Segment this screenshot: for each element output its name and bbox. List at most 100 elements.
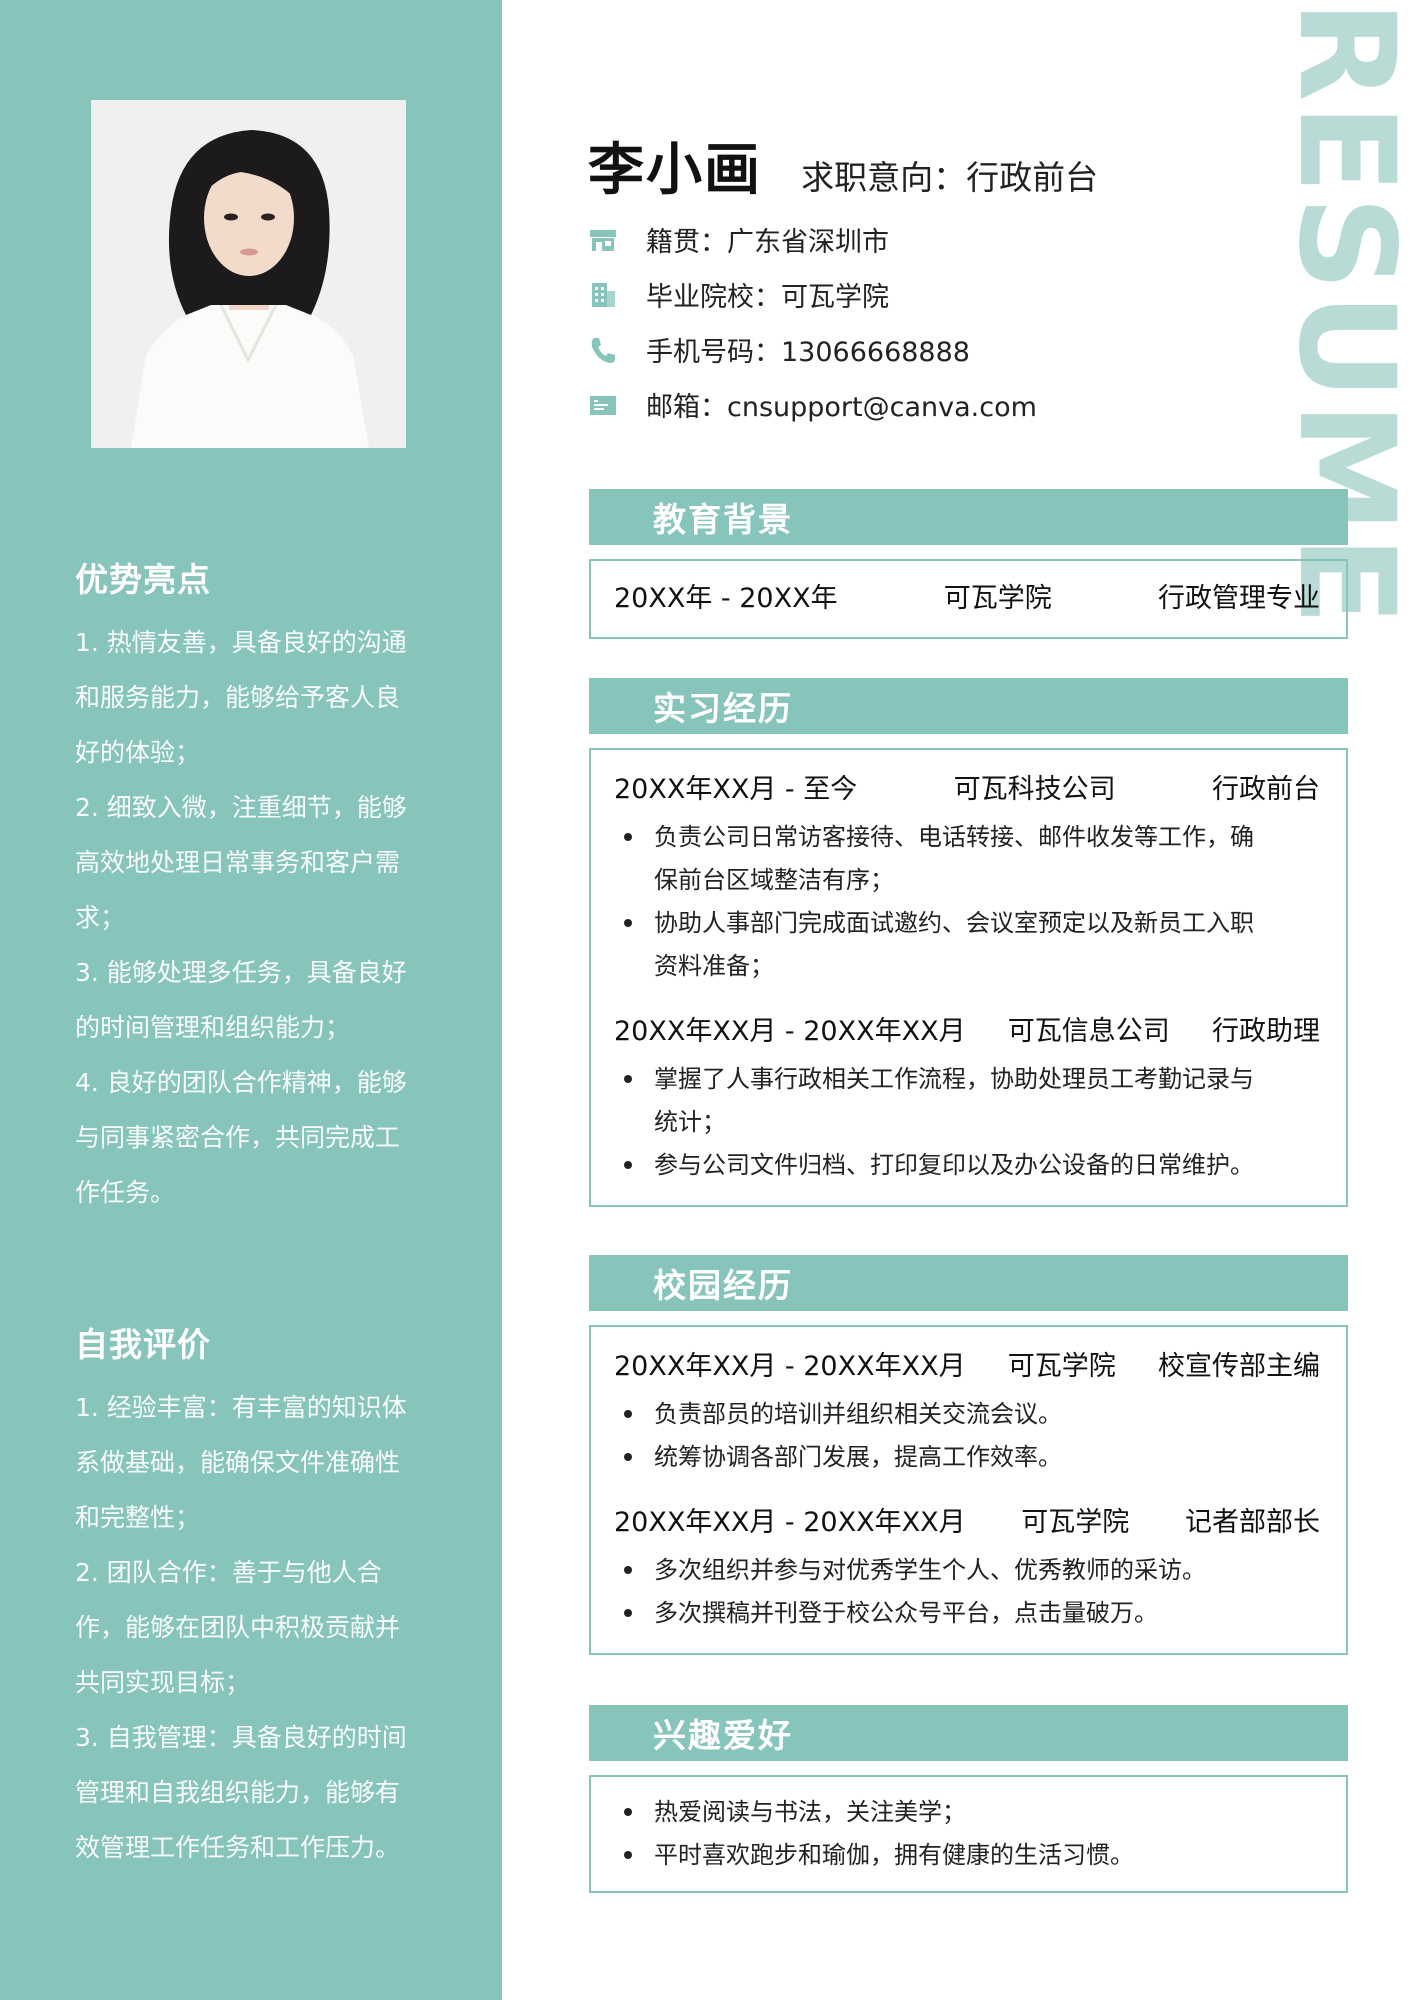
bullet-item: 多次组织并参与对优秀学生个人、优秀教师的采访。 (614, 1549, 1320, 1592)
entry-bullets: 负责部员的培训并组织相关交流会议。 统筹协调各部门发展，提高工作效率。 (614, 1393, 1320, 1479)
strengths-section: 优势亮点 1. 热情友善，具备良好的沟通 和服务能力，能够给予客人良 好的体验；… (75, 553, 425, 1220)
campus-header: 校园经历 (589, 1255, 1348, 1311)
entry-org: 可瓦学院 (1021, 1507, 1130, 1538)
sidebar: 优势亮点 1. 热情友善，具备良好的沟通 和服务能力，能够给予客人良 好的体验；… (0, 0, 502, 2000)
bullet-item: 负责部员的培训并组织相关交流会议。 (614, 1393, 1320, 1436)
candidate-name: 李小画 (588, 138, 762, 203)
internship-entry: 20XX年XX月 - 20XX年XX月 可瓦信息公司 行政助理 掌握了人事行政相… (614, 1012, 1320, 1187)
education-header: 教育背景 (589, 489, 1348, 545)
strengths-line: 好的体验； (75, 738, 201, 767)
campus-section: 校园经历 20XX年XX月 - 20XX年XX月 可瓦学院 校宣传部主编 负责部… (589, 1255, 1348, 1655)
bullet-item: 热爱阅读与书法，关注美学； (614, 1791, 1320, 1834)
campus-title: 校园经历 (653, 1266, 793, 1305)
education-major: 行政管理专业 (1158, 583, 1320, 614)
internship-row: 20XX年XX月 - 至今 可瓦科技公司 行政前台 (614, 770, 1320, 810)
strengths-line: 2. 细致入微，注重细节，能够 (75, 793, 407, 822)
self-eval-section: 自我评价 1. 经验丰富：有丰富的知识体 系做基础，能确保文件准确性 和完整性；… (75, 1318, 425, 1875)
entry-bullets: 掌握了人事行政相关工作流程，协助处理员工考勤记录与 统计； 参与公司文件归档、打印… (614, 1058, 1320, 1187)
campus-box: 20XX年XX月 - 20XX年XX月 可瓦学院 校宣传部主编 负责部员的培训并… (589, 1325, 1348, 1655)
contact-school: 毕业院校：可瓦学院 (588, 267, 1037, 322)
contact-phone-text: 手机号码：13066668888 (646, 337, 970, 368)
entry-period: 20XX年XX月 - 20XX年XX月 (614, 1507, 966, 1538)
contact-email: 邮箱：cnsupport@canva.com (588, 377, 1037, 432)
self-eval-line: 和完整性； (75, 1503, 201, 1532)
strengths-line: 3. 能够处理多任务，具备良好 (75, 958, 407, 987)
internship-entry: 20XX年XX月 - 至今 可瓦科技公司 行政前台 负责公司日常访客接待、电话转… (614, 770, 1320, 988)
bullet-item: 平时喜欢跑步和瑜伽，拥有健康的生活习惯。 (614, 1834, 1320, 1877)
strengths-line: 作任务。 (75, 1178, 176, 1207)
strengths-line: 4. 良好的团队合作精神，能够 (75, 1068, 407, 1097)
campus-entry: 20XX年XX月 - 20XX年XX月 可瓦学院 校宣传部主编 负责部员的培训并… (614, 1347, 1320, 1479)
building-icon (588, 280, 618, 310)
bullet-item: 协助人事部门完成面试邀约、会议室预定以及新员工入职 资料准备； (614, 902, 1320, 988)
hobbies-box: 热爱阅读与书法，关注美学； 平时喜欢跑步和瑜伽，拥有健康的生活习惯。 (589, 1775, 1348, 1893)
entry-role: 校宣传部主编 (1158, 1351, 1320, 1382)
bullet-item: 负责公司日常访客接待、电话转接、邮件收发等工作，确 保前台区域整洁有序； (614, 816, 1320, 902)
strengths-line: 1. 热情友善，具备良好的沟通 (75, 628, 407, 657)
strengths-line: 的时间管理和组织能力； (75, 1013, 351, 1042)
self-eval-line: 效管理工作任务和工作压力。 (75, 1833, 401, 1862)
self-eval-line: 作，能够在团队中积极贡献并 (75, 1613, 401, 1642)
self-eval-line: 2. 团队合作：善于与他人合 (75, 1558, 382, 1587)
strengths-title: 优势亮点 (75, 560, 211, 599)
header: 李小画 求职意向：行政前台 (588, 125, 1098, 206)
campus-row: 20XX年XX月 - 20XX年XX月 可瓦学院 校宣传部主编 (614, 1347, 1320, 1387)
education-school: 可瓦学院 (943, 583, 1052, 614)
contact-hometown-text: 籍贯：广东省深圳市 (646, 227, 889, 258)
strengths-line: 求； (75, 903, 126, 932)
entry-bullets: 多次组织并参与对优秀学生个人、优秀教师的采访。 多次撰稿并刊登于校公众号平台，点… (614, 1549, 1320, 1635)
hobbies-header: 兴趣爱好 (589, 1705, 1348, 1761)
self-eval-title: 自我评价 (75, 1325, 211, 1364)
self-eval-line: 共同实现目标； (75, 1668, 251, 1697)
education-row: 20XX年 - 20XX年 可瓦学院 行政管理专业 (614, 579, 1320, 619)
contact-hometown: 籍贯：广东省深圳市 (588, 212, 1037, 267)
bullet-item: 掌握了人事行政相关工作流程，协助处理员工考勤记录与 统计； (614, 1058, 1320, 1144)
portrait-image (91, 100, 406, 448)
entry-org: 可瓦学院 (1007, 1351, 1116, 1382)
education-period: 20XX年 - 20XX年 (614, 583, 838, 614)
entry-bullets: 负责公司日常访客接待、电话转接、邮件收发等工作，确 保前台区域整洁有序； 协助人事… (614, 816, 1320, 988)
job-objective: 求职意向：行政前台 (801, 158, 1099, 197)
strengths-list: 1. 热情友善，具备良好的沟通 和服务能力，能够给予客人良 好的体验； 2. 细… (75, 615, 425, 1220)
entry-role: 行政前台 (1212, 774, 1320, 805)
entry-org: 可瓦信息公司 (1007, 1016, 1170, 1047)
hobbies-title: 兴趣爱好 (653, 1716, 793, 1755)
internship-title: 实习经历 (653, 689, 793, 728)
strengths-line: 高效地处理日常事务和客户需 (75, 848, 401, 877)
education-box: 20XX年 - 20XX年 可瓦学院 行政管理专业 (589, 559, 1348, 639)
contact-school-text: 毕业院校：可瓦学院 (646, 282, 889, 313)
store-icon (588, 225, 618, 255)
self-eval-line: 系做基础，能确保文件准确性 (75, 1448, 401, 1477)
bullet-item: 统筹协调各部门发展，提高工作效率。 (614, 1436, 1320, 1479)
entry-role: 行政助理 (1212, 1016, 1320, 1047)
entry-org: 可瓦科技公司 (953, 774, 1116, 805)
internship-header: 实习经历 (589, 678, 1348, 734)
phone-icon (588, 335, 618, 365)
self-eval-line: 1. 经验丰富：有丰富的知识体 (75, 1393, 407, 1422)
bullet-item: 多次撰稿并刊登于校公众号平台，点击量破万。 (614, 1592, 1320, 1635)
campus-row: 20XX年XX月 - 20XX年XX月 可瓦学院 记者部部长 (614, 1503, 1320, 1543)
self-eval-list: 1. 经验丰富：有丰富的知识体 系做基础，能确保文件准确性 和完整性； 2. 团… (75, 1380, 425, 1875)
strengths-line: 和服务能力，能够给予客人良 (75, 683, 401, 712)
hobbies-bullets: 热爱阅读与书法，关注美学； 平时喜欢跑步和瑜伽，拥有健康的生活习惯。 (614, 1791, 1320, 1877)
internship-box: 20XX年XX月 - 至今 可瓦科技公司 行政前台 负责公司日常访客接待、电话转… (589, 748, 1348, 1207)
internship-row: 20XX年XX月 - 20XX年XX月 可瓦信息公司 行政助理 (614, 1012, 1320, 1052)
entry-period: 20XX年XX月 - 20XX年XX月 (614, 1016, 966, 1047)
entry-period: 20XX年XX月 - 至今 (614, 774, 858, 805)
education-title: 教育背景 (653, 500, 793, 539)
education-section: 教育背景 20XX年 - 20XX年 可瓦学院 行政管理专业 (589, 489, 1348, 639)
profile-photo (91, 100, 406, 448)
campus-entry: 20XX年XX月 - 20XX年XX月 可瓦学院 记者部部长 多次组织并参与对优… (614, 1503, 1320, 1635)
contact-phone: 手机号码：13066668888 (588, 322, 1037, 377)
strengths-line: 与同事紧密合作，共同完成工 (75, 1123, 401, 1152)
self-eval-line: 管理和自我组织能力，能够有 (75, 1778, 401, 1807)
contact-list: 籍贯：广东省深圳市 毕业院校：可瓦学院 手机号码：13066668888 邮箱：… (588, 212, 1037, 432)
hobbies-section: 兴趣爱好 热爱阅读与书法，关注美学； 平时喜欢跑步和瑜伽，拥有健康的生活习惯。 (589, 1705, 1348, 1893)
self-eval-line: 3. 自我管理：具备良好的时间 (75, 1723, 407, 1752)
bullet-item: 参与公司文件归档、打印复印以及办公设备的日常维护。 (614, 1144, 1320, 1187)
entry-role: 记者部部长 (1185, 1507, 1320, 1538)
entry-period: 20XX年XX月 - 20XX年XX月 (614, 1351, 966, 1382)
contact-email-text: 邮箱：cnsupport@canva.com (646, 392, 1037, 423)
internship-section: 实习经历 20XX年XX月 - 至今 可瓦科技公司 行政前台 负责公司日常访客接… (589, 678, 1348, 1207)
mail-icon (588, 390, 618, 420)
